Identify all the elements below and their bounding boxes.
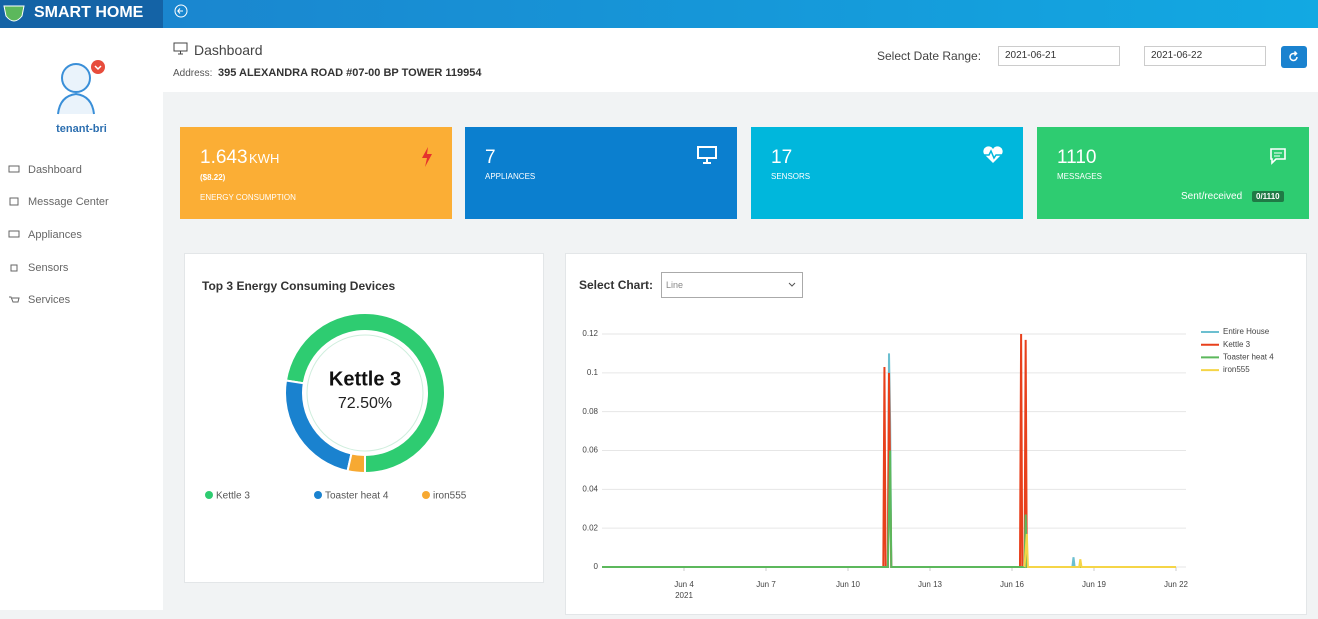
brand: SMART HOME bbox=[34, 4, 143, 22]
legend-label: Kettle 3 bbox=[1223, 340, 1251, 349]
menu-item[interactable]: Message Center bbox=[8, 196, 109, 208]
sidebar: tenant-bri Dashboard Message Center Appl… bbox=[0, 28, 163, 610]
avatar bbox=[52, 56, 108, 116]
dashboard-icon bbox=[173, 42, 189, 56]
x-tick-label: Jun 7 bbox=[756, 580, 776, 589]
y-tick-label: 0.02 bbox=[582, 523, 598, 532]
messages-card: 1110 MESSAGES Sent/received 0/1110 bbox=[1037, 127, 1309, 219]
x-tick-label: Jun 10 bbox=[836, 580, 861, 589]
card-label: SENSORS bbox=[771, 172, 810, 181]
user-name: tenant-bri bbox=[0, 123, 163, 135]
legend-label: Toaster heat 4 bbox=[1223, 353, 1274, 362]
menu-label: Services bbox=[28, 294, 70, 306]
card-badge: 0/1110 bbox=[1252, 191, 1284, 202]
menu-label: Appliances bbox=[28, 229, 82, 241]
x-tick-label: Jun 4 bbox=[674, 580, 694, 589]
legend-dot bbox=[314, 491, 322, 499]
card-label: MESSAGES bbox=[1057, 172, 1102, 181]
menu-item[interactable]: Dashboard bbox=[8, 164, 82, 176]
line-chart: 0 0.02 0.04 0.06 0.08 0.1 0.12 Jun 4 Jun 7 Jun 10… bbox=[566, 254, 1306, 614]
card-value: 17 bbox=[771, 147, 792, 169]
page-title: Dashboard bbox=[194, 42, 263, 58]
x-year-label: 2021 bbox=[675, 591, 693, 600]
select-label: Select Chart: bbox=[579, 278, 653, 292]
legend-label: iron555 bbox=[433, 491, 467, 502]
card-unit: KWH bbox=[249, 151, 279, 166]
message-icon bbox=[1269, 147, 1287, 165]
card-label: APPLIANCES bbox=[485, 172, 535, 181]
line-panel: Select Chart: Line 00.020.040.060.080.10… bbox=[565, 253, 1307, 615]
card-value: 1110 bbox=[1057, 147, 1096, 169]
donut-panel: Top 3 Energy Consuming Devices Kettle 3 7… bbox=[184, 253, 544, 583]
card-label: ENERGY CONSUMPTION bbox=[200, 193, 296, 202]
date-from[interactable]: 2021-06-21 bbox=[998, 46, 1120, 66]
chart-select[interactable]: Line bbox=[661, 272, 803, 298]
address-label: Address: bbox=[173, 68, 212, 79]
back-button[interactable] bbox=[173, 3, 189, 19]
donut-segment bbox=[285, 380, 351, 471]
logo bbox=[2, 2, 26, 26]
legend-label: Entire House bbox=[1223, 327, 1270, 336]
y-tick-label: 0.12 bbox=[582, 329, 598, 338]
series-line bbox=[1025, 534, 1176, 567]
legend-dot bbox=[205, 491, 213, 499]
donut-segment bbox=[348, 454, 365, 473]
date-to[interactable]: 2021-06-22 bbox=[1144, 46, 1266, 66]
menu-label: Dashboard bbox=[28, 164, 82, 176]
select-value: Line bbox=[666, 280, 683, 290]
center-label: Kettle 3 bbox=[329, 368, 401, 390]
date-range-label: Select Date Range: bbox=[877, 49, 981, 63]
x-tick-label: Jun 16 bbox=[1000, 580, 1025, 589]
card-value: 1.643 bbox=[200, 147, 248, 169]
menu-label: Message Center bbox=[28, 196, 109, 208]
x-tick-label: Jun 13 bbox=[918, 580, 943, 589]
legend-dot bbox=[422, 491, 430, 499]
appliances-card: 7 APPLIANCES bbox=[465, 127, 737, 219]
card-note: Sent/received bbox=[1181, 191, 1242, 202]
menu-item[interactable]: Services bbox=[8, 294, 70, 306]
y-tick-label: 0.1 bbox=[587, 368, 599, 377]
x-tick-label: Jun 22 bbox=[1164, 580, 1189, 589]
heart-icon bbox=[981, 145, 1005, 165]
y-tick-label: 0 bbox=[594, 562, 599, 571]
card-value: 7 bbox=[485, 147, 496, 169]
bolt-icon bbox=[420, 147, 434, 167]
inner-ring bbox=[307, 335, 423, 451]
legend-label: Kettle 3 bbox=[216, 491, 250, 502]
menu-item[interactable]: Appliances bbox=[8, 229, 82, 241]
address: 395 ALEXANDRA ROAD #07-00 BP TOWER 11995… bbox=[218, 67, 482, 79]
center-value: 72.50% bbox=[338, 395, 392, 412]
sensors-card: 17 SENSORS bbox=[751, 127, 1023, 219]
energy-card: 1.643 KWH ($8.22) ENERGY CONSUMPTION bbox=[180, 127, 452, 219]
donut-chart: Top 3 Energy Consuming Devices Kettle 3 7… bbox=[185, 254, 543, 582]
menu-item[interactable]: Sensors bbox=[8, 262, 68, 274]
legend-label: Toaster heat 4 bbox=[325, 491, 389, 502]
y-tick-label: 0.08 bbox=[582, 407, 598, 416]
brand-bar: SMART HOME bbox=[0, 0, 163, 28]
y-tick-label: 0.04 bbox=[582, 484, 598, 493]
card-sub: ($8.22) bbox=[200, 173, 225, 182]
chart-title: Top 3 Energy Consuming Devices bbox=[202, 279, 395, 293]
y-tick-label: 0.06 bbox=[582, 446, 598, 455]
top-bar bbox=[163, 0, 1318, 28]
legend-label: iron555 bbox=[1223, 365, 1250, 374]
refresh-button[interactable] bbox=[1281, 46, 1307, 68]
series-line bbox=[602, 451, 1176, 568]
monitor-icon bbox=[695, 145, 719, 165]
menu-label: Sensors bbox=[28, 262, 68, 274]
x-tick-label: Jun 19 bbox=[1082, 580, 1107, 589]
page-header: Dashboard Address: 395 ALEXANDRA ROAD #0… bbox=[163, 28, 1318, 92]
